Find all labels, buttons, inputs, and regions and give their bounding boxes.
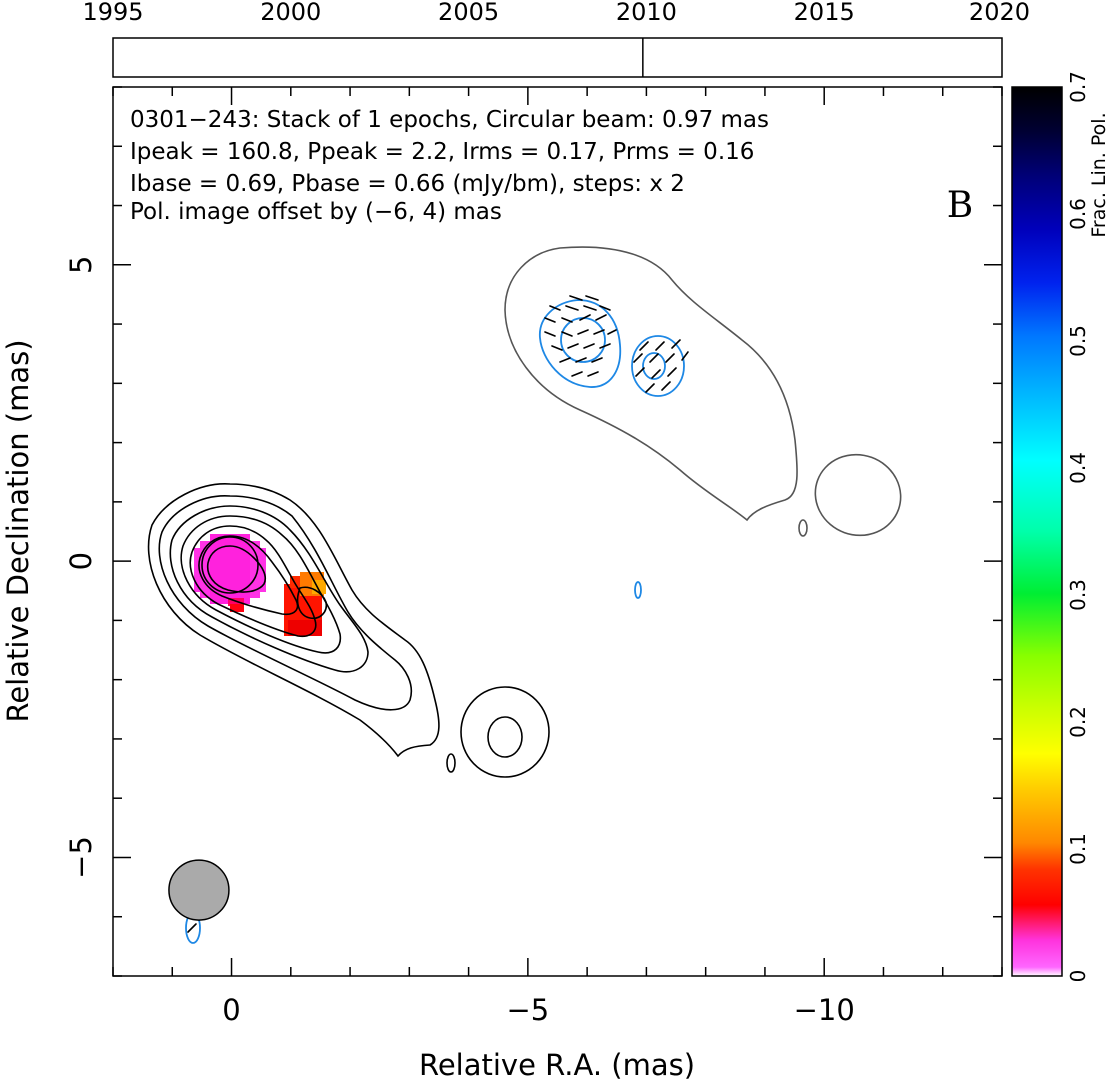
outer-blob-contour [814, 453, 902, 537]
plot-frame [112, 86, 1003, 977]
timeline-year-label: 2010 [616, 0, 677, 26]
x-tick-label: −10 [794, 993, 855, 1027]
contour-level-1 [147, 483, 440, 758]
contour-level-3 [169, 505, 369, 673]
beam-ellipse [168, 859, 230, 921]
contour-level-7 [206, 545, 267, 593]
small-noise-contour [446, 753, 456, 773]
pol-blob-2-inner [642, 352, 666, 380]
colorbar-tick-label: 0.7 [1066, 71, 1090, 103]
timeline: 1995 2000 2005 2010 2015 2020 [82, 0, 1030, 78]
y-tick-label: 0 [64, 552, 98, 570]
colorbar-label: Frac. Lin. Pol. [1088, 112, 1110, 237]
extended-jet-contour [504, 246, 798, 522]
jet-blob-outer [460, 686, 550, 778]
y-axis-ticks: −5 0 5 [64, 86, 1002, 977]
timeline-year-label: 2005 [438, 0, 499, 26]
colorbar-tick-label: 0.4 [1066, 452, 1090, 484]
y-tick-label: 5 [64, 256, 98, 274]
pol-offset-note: Pol. image offset by (−6, 4) mas [130, 199, 502, 225]
pol-blob-1-outer [539, 299, 622, 388]
annotation-line-1: 0301−243: Stack of 1 epochs, Circular be… [130, 107, 769, 133]
inner-knot-contour [296, 586, 328, 620]
timeline-frame [112, 37, 1003, 78]
timeline-year-label: 2000 [260, 0, 321, 26]
pol-blob-1-inner [560, 317, 606, 363]
stokes-i-contours [147, 483, 550, 778]
colorbar-tick-label: 0.1 [1066, 833, 1090, 865]
contour-level-2 [158, 495, 413, 711]
colorbar-gradient [1011, 86, 1063, 977]
evpa-vectors [187, 295, 689, 933]
panel-letter: B [947, 185, 973, 226]
x-tick-label: −5 [506, 993, 549, 1027]
jet-blob-inner [487, 716, 523, 758]
contour-level-6 [198, 535, 299, 616]
x-tick-label: 0 [222, 993, 240, 1027]
polarization-contours [185, 299, 685, 944]
pol-image-intensity-contours [504, 246, 902, 537]
pol-small-contour [634, 581, 642, 599]
annotation-line-2: Ipeak = 160.8, Ppeak = 2.2, Irms = 0.17,… [130, 139, 754, 165]
timeline-year-label: 2015 [794, 0, 855, 26]
colorbar-tick-label: 0.6 [1066, 198, 1090, 230]
x-axis-ticks: 0 −5 −10 [112, 87, 1003, 1027]
colorbar-tick-label: 0.2 [1066, 706, 1090, 738]
y-tick-label: −5 [64, 836, 98, 879]
timeline-year-label: 1995 [82, 0, 143, 26]
colorbar-tick-label: 0.5 [1066, 325, 1090, 357]
x-axis-label: Relative R.A. (mas) [419, 1048, 695, 1082]
colorbar: 0 0.1 0.2 0.3 0.4 0.5 0.6 0.7 Frac. Lin. Pol. [1011, 71, 1110, 982]
annotation-line-3: Ibase = 0.69, Pbase = 0.66 (mJy/bm), ste… [130, 171, 685, 197]
small-grey-contour [798, 519, 808, 537]
timeline-year-label: 2020 [969, 0, 1030, 26]
plot-area: 0 −5 −10 −5 0 5 0301−243: Stack of 1 epochs,… [1, 86, 1003, 1082]
pol-blob-2-outer [631, 335, 685, 397]
fracpol-knot [284, 572, 326, 636]
colorbar-tick-label: 0.3 [1066, 579, 1090, 611]
core-peak-contour [201, 536, 259, 594]
colorbar-tick-labels: 0 0.1 0.2 0.3 0.4 0.5 0.6 0.7 [1066, 71, 1090, 982]
contour-level-5 [189, 525, 317, 638]
colorbar-tick-label: 0 [1066, 970, 1090, 983]
y-axis-label: Relative Declination (mas) [1, 339, 35, 722]
contour-level-4 [180, 515, 342, 654]
